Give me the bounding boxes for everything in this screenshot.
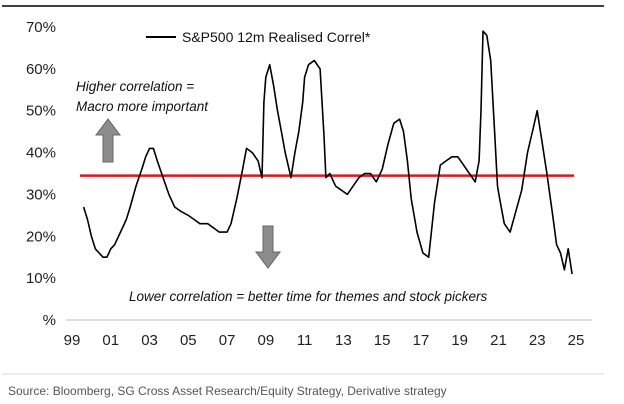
x-tick-label: 01 [102, 332, 119, 349]
y-tick-label: 60% [26, 61, 56, 78]
y-tick-label: 30% [26, 186, 56, 203]
legend: S&P500 12m Realised Correl* [146, 29, 371, 45]
y-axis-ticks: % 10% 20% 30% 40% 50% 60% 70% [26, 19, 56, 329]
y-tick-label: 50% [26, 103, 56, 120]
x-tick-label: 05 [180, 332, 197, 349]
y-tick-label: 70% [26, 19, 56, 36]
legend-label: S&P500 12m Realised Correl* [182, 29, 371, 45]
x-tick-label: 99 [64, 332, 81, 349]
annotation-higher-line1: Higher correlation = [76, 79, 194, 94]
x-tick-label: 13 [335, 332, 352, 349]
x-tick-label: 17 [413, 332, 430, 349]
y-tick-label: 40% [26, 145, 56, 162]
x-tick-label: 21 [490, 332, 507, 349]
series-group [82, 30, 573, 275]
x-tick-label: 15 [374, 332, 391, 349]
annotation-higher-line2: Macro more important [76, 99, 209, 114]
series-line [82, 30, 573, 275]
x-tick-label: 03 [141, 332, 158, 349]
x-tick-label: 25 [568, 332, 585, 349]
x-tick-label: 07 [219, 332, 236, 349]
x-tick-label: 09 [258, 332, 275, 349]
plot-area: % 10% 20% 30% 40% 50% 60% 70% 99 01 03 05 07 09 11 13 1… [26, 19, 592, 349]
x-axis-ticks: 99 01 03 05 07 09 11 13 15 17 19 21 23 25 [64, 332, 585, 349]
x-tick-label: 19 [451, 332, 468, 349]
y-tick-label: 10% [26, 270, 56, 287]
up-arrow-icon [95, 118, 121, 163]
x-tick-label: 11 [297, 332, 313, 349]
source-note: Source: Bloomberg, SG Cross Asset Resear… [8, 384, 447, 398]
lower-correlation-annotation: Lower correlation = better time for them… [129, 225, 488, 304]
annotation-lower: Lower correlation = better time for them… [129, 289, 488, 304]
down-arrow-icon [255, 225, 281, 269]
x-tick-label: 23 [529, 332, 546, 349]
y-tick-label: 20% [26, 228, 56, 245]
y-tick-label: % [43, 312, 56, 329]
higher-correlation-annotation: Higher correlation = Macro more importan… [76, 79, 209, 163]
